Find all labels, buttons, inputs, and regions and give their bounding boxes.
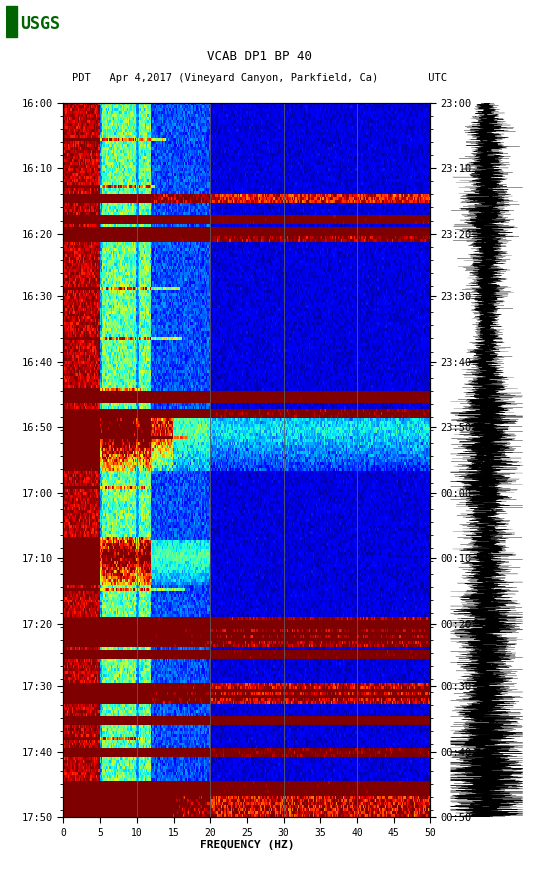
Text: USGS: USGS	[20, 15, 60, 33]
Text: PDT   Apr 4,2017 (Vineyard Canyon, Parkfield, Ca)        UTC: PDT Apr 4,2017 (Vineyard Canyon, Parkfie…	[72, 72, 447, 83]
Bar	[6, 6, 18, 37]
Text: VCAB DP1 BP 40: VCAB DP1 BP 40	[207, 50, 312, 63]
X-axis label: FREQUENCY (HZ): FREQUENCY (HZ)	[200, 840, 294, 850]
